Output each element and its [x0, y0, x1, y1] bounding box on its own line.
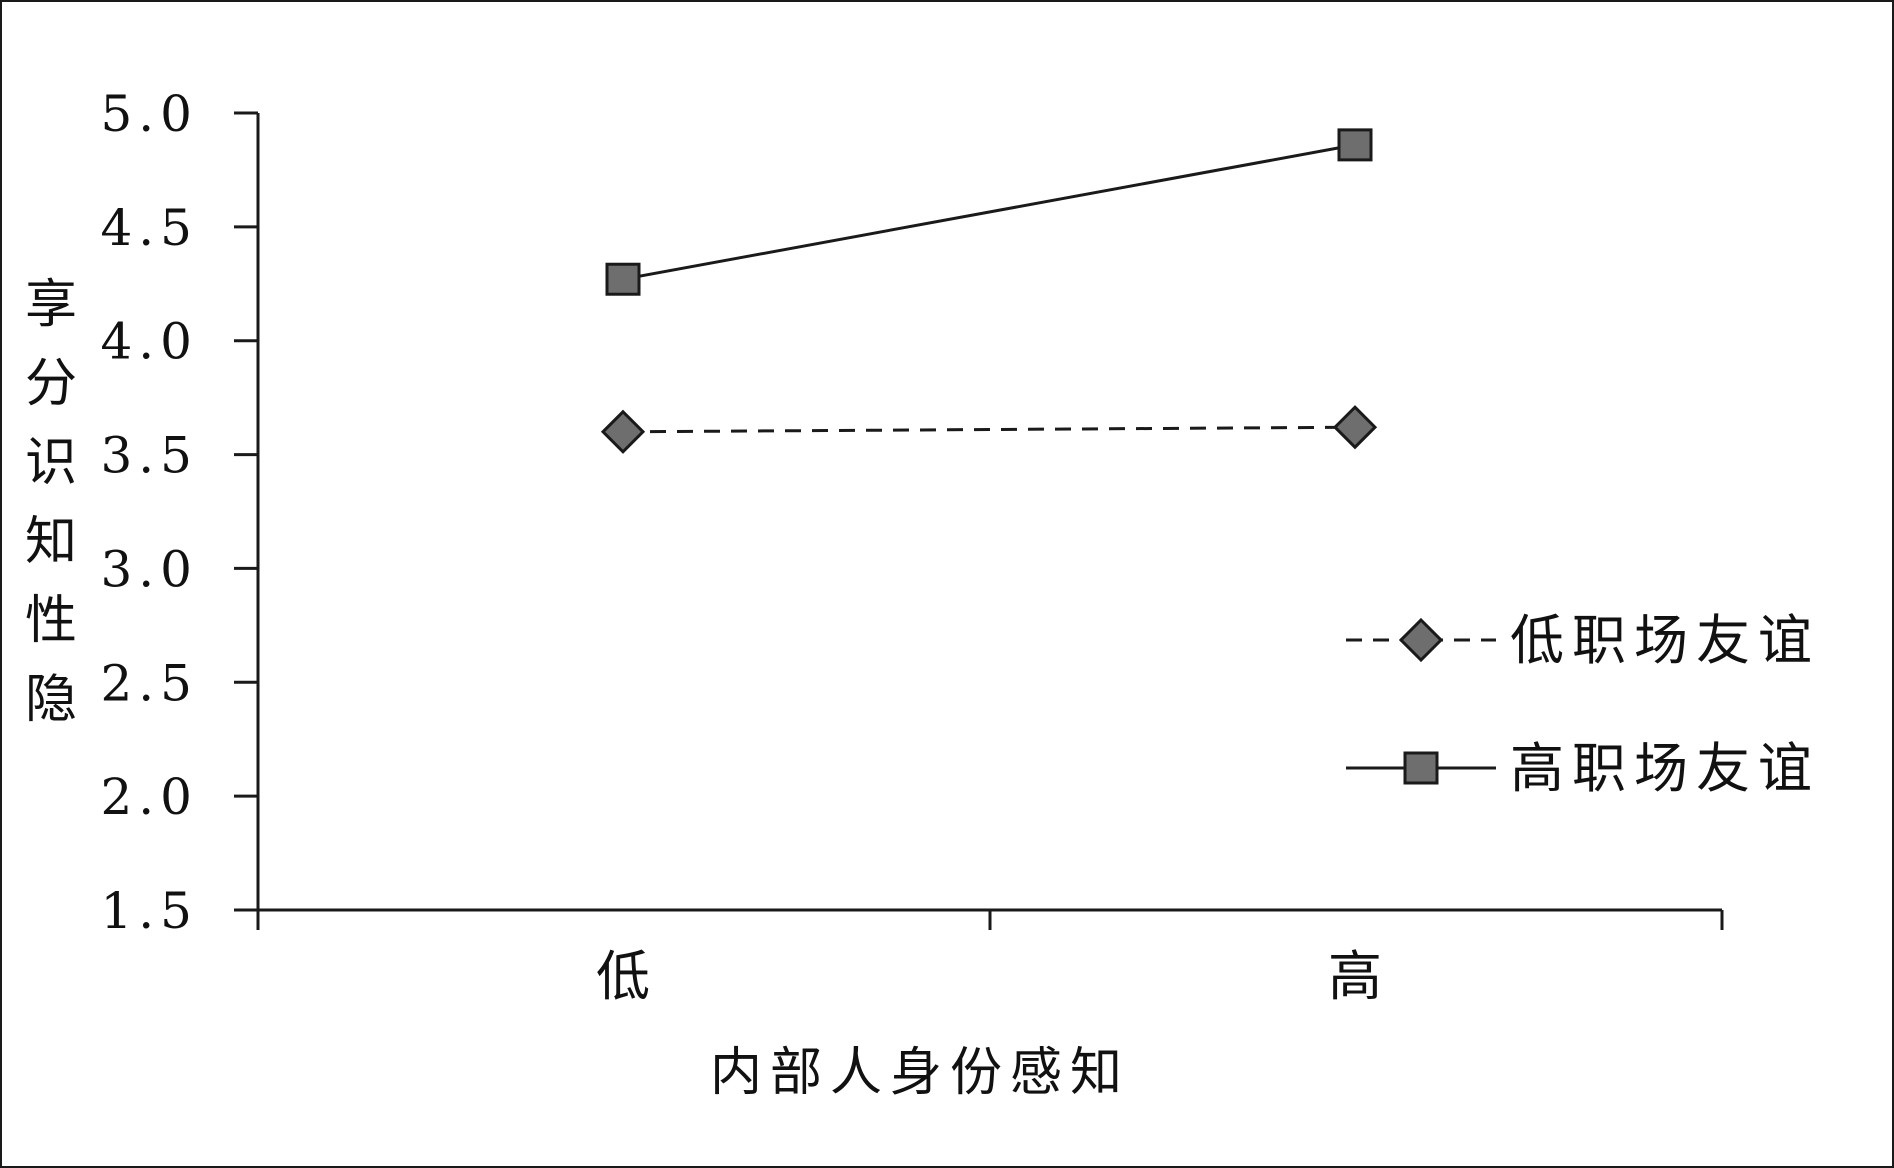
- x-tick-label: 低: [596, 945, 650, 1008]
- y-tick-label: 3.0: [100, 540, 198, 598]
- y-tick-label: 1.5: [100, 882, 198, 940]
- y-tick-label: 2.5: [100, 654, 198, 712]
- y-tick-label: 4.0: [100, 313, 198, 371]
- series: [600, 128, 1378, 454]
- series-high: [605, 128, 1373, 296]
- x-tick-label: 高: [1328, 945, 1382, 1008]
- x-axis-title: 内部人身份感知: [710, 1043, 1130, 1103]
- y-axis-title: 享分识知性隐: [25, 275, 85, 730]
- series-line: [622, 143, 1356, 281]
- legend-marker-diamond: [1398, 617, 1444, 663]
- axes: [256, 113, 1722, 912]
- y-tick-label: 4.5: [100, 199, 198, 257]
- y-tick-label: 3.5: [100, 427, 198, 485]
- data-point-diamond: [600, 409, 646, 454]
- legend-item: 低职场友谊: [1346, 609, 1820, 672]
- y-ticks: 1.5 2.0 2.5 3.0 3.5 4.0 4.5 5.0: [100, 85, 258, 940]
- data-point-diamond: [1332, 405, 1378, 450]
- legend-item: 高职场友谊: [1346, 737, 1820, 800]
- series-line: [622, 425, 1356, 434]
- legend-label: 高职场友谊: [1510, 737, 1820, 800]
- series-low: [600, 405, 1378, 454]
- data-point-square: [1337, 128, 1373, 162]
- legend-marker-square: [1403, 751, 1439, 785]
- legend-label: 低职场友谊: [1510, 609, 1820, 672]
- y-tick-label: 5.0: [100, 85, 198, 143]
- data-point-square: [605, 262, 641, 296]
- y-tick-label: 2.0: [100, 768, 198, 826]
- x-ticks: 低高: [256, 910, 1724, 1008]
